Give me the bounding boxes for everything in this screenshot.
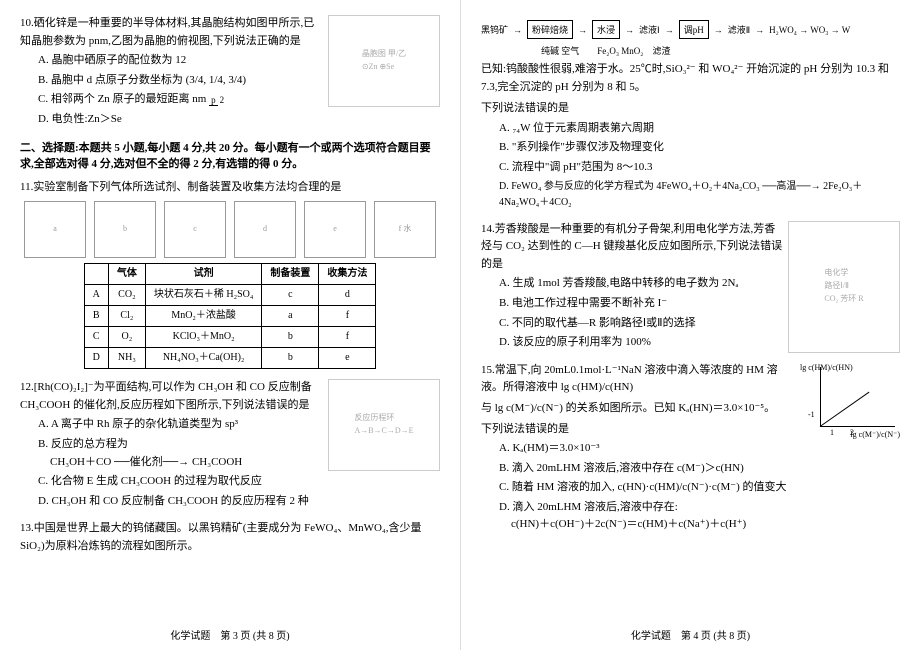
q-stem: 中国是世界上最大的钨储藏国。以黑钨精矿(主要成分为 FeWO₄、MnWO₄,含少… xyxy=(20,522,422,552)
q-num: 13. xyxy=(20,522,34,534)
question-14: 电化学路径Ⅰ/ⅡCO₂ 芳环 R 14.芳香羧酸是一种重要的有机分子骨架,利用电… xyxy=(481,221,900,352)
opt-b: B. 滴入 20mLHM 溶液后,溶液中存在 c(M⁻)＞c(HN) xyxy=(481,460,900,478)
opt-d: D. FeWO₄ 参与反应的化学方程式为 4FeWO₄＋O₂＋4Na₂CO₃ ─… xyxy=(481,179,900,211)
question-15: lg c(HM)/c(HN) lg c(M⁻)/c(N⁻) 1 2 -1 15.… xyxy=(481,362,900,534)
q-stem: 常温下,向 20mL0.1mol·L⁻¹NaN 溶液中滴入等浓度的 HM 溶液。… xyxy=(481,364,778,394)
flow-side-labels: 纯碱 空气 Fe₂O₃ MnO₂ 滤渣 xyxy=(481,44,900,57)
opt-c: C. 化合物 E 生成 CH₃COOH 的过程为取代反应 xyxy=(20,473,440,491)
apparatus-c: c xyxy=(164,201,226,258)
question-12: 反应历程环A→B→C→D→E 12.[Rh(CO)₂I₂]⁻为平面结构,可以作为… xyxy=(20,379,440,510)
q-stem: 实验室制备下列气体所选试剂、制备装置及收集方法均合理的是 xyxy=(33,181,341,193)
section-2-heading: 二、选择题:本题共 5 小题,每小题 4 分,共 20 分。每小题有一个或两个选… xyxy=(20,139,440,171)
opt-c: C. 随着 HM 溶液的加入, c(HN)·c(HM)/c(N⁻)·c(M⁻) … xyxy=(481,479,900,497)
page-footer-left: 化学试题 第 3 页 (共 8 页) xyxy=(0,627,460,642)
question-13-start: 13.中国是世界上最大的钨储藏国。以黑钨精矿(主要成分为 FeWO₄、MnWO₄… xyxy=(20,520,440,555)
apparatus-e: e xyxy=(304,201,366,258)
q-stem: 硒化锌是一种重要的半导体材料,其晶胞结构如图甲所示,已知晶胞参数为 pnm,乙图… xyxy=(20,17,314,47)
q-stem: [Rh(CO)₂I₂]⁻为平面结构,可以作为 CH₃OH 和 CO 反应制备 C… xyxy=(20,381,312,411)
opt-a: A. ₇₄W 位于元素周期表第六周期 xyxy=(481,120,900,138)
q13-note: 已知:钨酸酸性很弱,难溶于水。25℃时,SiO₃²⁻ 和 WO₄²⁻ 开始沉淀的… xyxy=(481,61,900,96)
process-flow: 黑钨矿→ 粉碎焙烧→ 水浸→ 滤液Ⅰ→ 调pH→ 滤液Ⅱ→ H₂WO₄ → WO… xyxy=(481,20,900,39)
table-row: CO₂KClO₃＋MnO₂bf xyxy=(84,327,376,348)
log-graph: lg c(HM)/c(HN) lg c(M⁻)/c(N⁻) 1 2 -1 xyxy=(800,362,900,442)
page-left: 晶胞图 甲/乙⊙Zn ⊕Se 10.硒化锌是一种重要的半导体材料,其晶胞结构如图… xyxy=(0,0,460,650)
q13-lead: 下列说法错误的是 xyxy=(481,100,900,118)
q-num: 12. xyxy=(20,381,34,393)
electrochem-diagram: 电化学路径Ⅰ/ⅡCO₂ 芳环 R xyxy=(788,221,900,353)
question-13-cont: 已知:钨酸酸性很弱,难溶于水。25℃时,SiO₃²⁻ 和 WO₄²⁻ 开始沉淀的… xyxy=(481,61,900,211)
page-right: 黑钨矿→ 粉碎焙烧→ 水浸→ 滤液Ⅰ→ 调pH→ 滤液Ⅱ→ H₂WO₄ → WO… xyxy=(460,0,920,650)
opt-d: D. 电负性:Zn＞Se xyxy=(20,111,440,129)
options-table: 气体试剂制备装置收集方法 ACO₂块状石灰石＋稀 H₂SO₄cd BCl₂MnO… xyxy=(84,263,377,369)
opt-d: D. 滴入 20mLHM 溶液后,溶液中存在:c(HN)＋c(OH⁻)＋2c(N… xyxy=(481,499,900,534)
page-footer-right: 化学试题 第 4 页 (共 8 页) xyxy=(461,627,920,642)
opt-a: A. Kₐ(HM)＝3.0×10⁻³ xyxy=(481,440,900,458)
table-row: DNH₃NH₄NO₃＋Ca(OH)₂be xyxy=(84,348,376,369)
opt-b: B. "系列操作"步骤仅涉及物理变化 xyxy=(481,139,900,157)
opt-d: D. CH₃OH 和 CO 反应制备 CH₃COOH 的反应历程有 2 种 xyxy=(20,493,440,511)
apparatus-d: d xyxy=(234,201,296,258)
apparatus-b: b xyxy=(94,201,156,258)
cycle-diagram: 反应历程环A→B→C→D→E xyxy=(328,379,440,471)
apparatus-row: a b c d e f 水 xyxy=(20,201,440,258)
apparatus-a: a xyxy=(24,201,86,258)
q-num: 14. xyxy=(481,223,495,235)
q-num: 15. xyxy=(481,364,495,376)
table-row: ACO₂块状石灰石＋稀 H₂SO₄cd xyxy=(84,285,376,306)
q-stem: 芳香羧酸是一种重要的有机分子骨架,利用电化学方法,芳香烃与 CO₂ 达到性的 C… xyxy=(481,223,782,270)
q-num: 11. xyxy=(20,181,33,193)
table-row: BCl₂MnO₂＋浓盐酸af xyxy=(84,306,376,327)
apparatus-f: f 水 xyxy=(374,201,436,258)
q-num: 10. xyxy=(20,17,34,29)
question-10: 晶胞图 甲/乙⊙Zn ⊕Se 10.硒化锌是一种重要的半导体材料,其晶胞结构如图… xyxy=(20,15,440,129)
opt-c: C. 流程中"调 pH"范围为 8～10.3 xyxy=(481,159,900,177)
question-11: 11.实验室制备下列气体所选试剂、制备装置及收集方法均合理的是 a b c d … xyxy=(20,179,440,370)
crystal-diagram: 晶胞图 甲/乙⊙Zn ⊕Se xyxy=(328,15,440,107)
